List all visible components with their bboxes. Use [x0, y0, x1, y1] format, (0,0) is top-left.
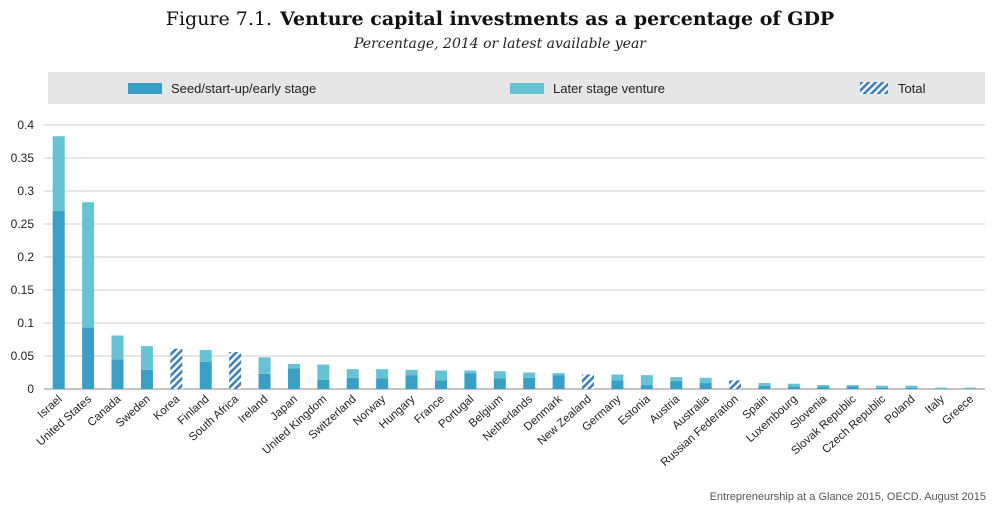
bar-seed [258, 373, 271, 389]
legend-item-seed: Seed/start-up/early stage [128, 72, 316, 104]
bar-later [758, 383, 771, 386]
bar-later [405, 369, 418, 376]
y-axis: 0 0.05 0.1 0.15 0.2 0.25 0.3 0.35 0.4 [11, 118, 35, 396]
x-tick-label: Estonia [616, 393, 653, 428]
source-note: Entrepreneurship at a Glance 2015, OECD.… [709, 491, 986, 503]
bar-later [434, 370, 447, 381]
bar-later [905, 385, 918, 388]
bar-seed [287, 368, 300, 389]
x-tick-label: Greece [940, 393, 976, 427]
bar-seed [464, 373, 477, 389]
y-tick-label: 0.25 [11, 217, 35, 231]
bar-later [317, 364, 330, 380]
bar-later [640, 375, 653, 386]
bar-seed [817, 387, 830, 389]
bar-seed [876, 387, 889, 389]
legend-label-total: Total [898, 80, 926, 96]
bar-later [699, 377, 712, 384]
bar-later [552, 373, 565, 376]
y-tick-label: 0.15 [11, 283, 35, 297]
bar-seed [346, 377, 359, 389]
bar-later [876, 385, 889, 388]
figure-number: Figure 7.1. [165, 8, 273, 30]
bar-total [170, 348, 183, 389]
bar-chart: 0 0.05 0.1 0.15 0.2 0.25 0.3 0.35 0.4 IsraelUnit… [11, 118, 985, 469]
bar-later [140, 346, 153, 370]
bar-seed [905, 387, 918, 389]
bar-seed [140, 369, 153, 389]
bar-later [199, 350, 212, 362]
bar-later [287, 363, 300, 369]
bar-seed [317, 379, 330, 389]
chart-legend: Seed/start-up/early stage Later stage ve… [48, 72, 985, 104]
bar-seed [787, 386, 800, 389]
bar-seed [405, 375, 418, 389]
bar-later [934, 387, 947, 389]
bar-later [376, 369, 389, 379]
bar-seed [493, 378, 506, 389]
bar-seed [670, 381, 683, 389]
legend-label-later: Later stage venture [553, 80, 666, 96]
bar-seed [376, 378, 389, 389]
bar-seed [964, 388, 977, 389]
chart-subtitle: Percentage, 2014 or latest available yea… [354, 36, 646, 52]
y-tick-label: 0.4 [17, 118, 34, 132]
bar-later [611, 374, 624, 381]
bar-later [493, 371, 506, 379]
y-tick-label: 0.05 [11, 349, 35, 363]
bar-later [817, 385, 830, 388]
bar-seed [699, 383, 712, 389]
x-tick-label: Poland [883, 393, 918, 426]
bar-seed [934, 388, 947, 389]
bar-seed [846, 386, 859, 389]
bar-later [787, 383, 800, 387]
legend-item-total: Total [860, 72, 925, 104]
bar-seed [199, 361, 212, 389]
bar-total [582, 374, 595, 389]
bar-seed [552, 375, 565, 389]
legend-swatch-total [860, 82, 888, 94]
bar-seed [111, 359, 124, 389]
bar-later [346, 369, 359, 378]
y-tick-label: 0.1 [17, 316, 34, 330]
bar-later [964, 387, 977, 389]
bar-seed [611, 380, 624, 389]
y-tick-label: 0.35 [11, 151, 35, 165]
bar-seed [82, 327, 95, 389]
x-tick-label: Ireland [236, 393, 270, 425]
y-tick-label: 0.3 [17, 184, 34, 198]
bar-seed [758, 385, 771, 389]
legend-swatch-later [510, 82, 544, 94]
bar-total [229, 352, 242, 389]
bar-later [846, 385, 859, 387]
bar-later [111, 335, 124, 360]
gridlines [44, 124, 985, 390]
chart-title: Venture capital investments as a percent… [280, 8, 835, 30]
bar-later [52, 136, 65, 211]
legend-label-seed: Seed/start-up/early stage [171, 80, 317, 96]
bar-later [670, 377, 683, 382]
bar-seed [640, 385, 653, 389]
legend-item-later: Later stage venture [510, 72, 665, 104]
x-tick-label: Italy [923, 393, 947, 416]
bar-seed [52, 210, 65, 389]
bars [52, 136, 977, 389]
bar-seed [523, 377, 536, 389]
figure-title: Figure 7.1. Venture capital investments … [0, 8, 1000, 30]
legend-swatch-seed [128, 82, 162, 94]
y-tick-label: 0.2 [17, 250, 34, 264]
bar-later [258, 357, 271, 374]
bar-total [729, 380, 742, 389]
bar-later [464, 370, 477, 374]
bar-later [523, 372, 536, 378]
bar-later [82, 202, 95, 328]
bar-seed [434, 380, 447, 389]
y-tick-label: 0 [27, 382, 34, 396]
